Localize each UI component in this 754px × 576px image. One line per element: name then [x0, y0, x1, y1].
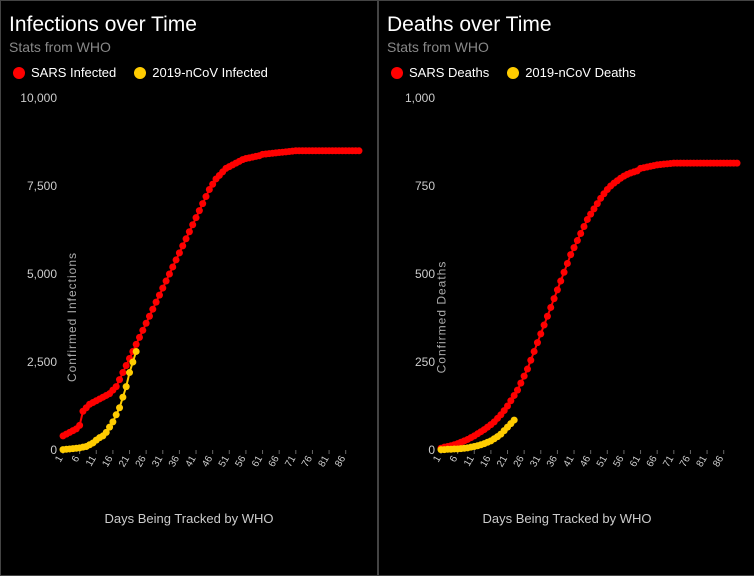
- chart-svg-0: 02,5005,0007,50010,000161116212631364146…: [9, 88, 369, 508]
- svg-text:1,000: 1,000: [405, 91, 435, 105]
- svg-text:66: 66: [267, 454, 282, 470]
- svg-text:31: 31: [528, 454, 543, 470]
- svg-text:76: 76: [678, 454, 693, 470]
- right-panel: Deaths over Time Stats from WHO SARS Dea…: [378, 0, 754, 576]
- svg-text:6: 6: [70, 454, 83, 465]
- svg-text:56: 56: [233, 454, 248, 470]
- svg-text:6: 6: [448, 454, 461, 465]
- y-axis-label: Confirmed Deaths: [434, 260, 448, 373]
- chart-title: Infections over Time: [9, 13, 369, 37]
- legend-item: SARS Infected: [13, 65, 116, 80]
- legend-dot-icon: [13, 67, 25, 79]
- svg-text:21: 21: [117, 454, 132, 470]
- chart-subtitle: Stats from WHO: [387, 39, 747, 55]
- svg-text:5,000: 5,000: [27, 267, 57, 281]
- x-axis-label: Days Being Tracked by WHO: [9, 511, 369, 526]
- svg-text:81: 81: [317, 454, 332, 470]
- svg-text:46: 46: [200, 454, 215, 470]
- svg-text:7,500: 7,500: [27, 179, 57, 193]
- legend-label: 2019-nCoV Infected: [152, 65, 268, 80]
- svg-text:86: 86: [333, 454, 348, 470]
- legend-item: 2019-nCoV Infected: [134, 65, 268, 80]
- svg-text:21: 21: [495, 454, 510, 470]
- legend-dot-icon: [507, 67, 519, 79]
- svg-text:56: 56: [611, 454, 626, 470]
- svg-text:71: 71: [283, 454, 298, 470]
- svg-text:1: 1: [53, 454, 66, 465]
- chart-area: Confirmed Deaths 02505007501,00016111621…: [387, 88, 747, 528]
- svg-text:26: 26: [512, 454, 527, 470]
- svg-text:51: 51: [217, 454, 232, 470]
- legend: SARS Deaths 2019-nCoV Deaths: [391, 65, 747, 80]
- svg-text:250: 250: [415, 355, 435, 369]
- svg-text:61: 61: [250, 454, 265, 470]
- svg-text:71: 71: [661, 454, 676, 470]
- svg-text:11: 11: [462, 454, 477, 469]
- svg-text:81: 81: [695, 454, 710, 470]
- svg-text:86: 86: [711, 454, 726, 470]
- legend-dot-icon: [391, 67, 403, 79]
- svg-text:16: 16: [100, 454, 115, 470]
- svg-text:11: 11: [84, 454, 99, 469]
- svg-text:16: 16: [478, 454, 493, 470]
- svg-text:1: 1: [431, 454, 444, 465]
- legend-label: SARS Deaths: [409, 65, 489, 80]
- legend-dot-icon: [134, 67, 146, 79]
- legend-item: SARS Deaths: [391, 65, 489, 80]
- svg-text:41: 41: [562, 454, 577, 470]
- chart-subtitle: Stats from WHO: [9, 39, 369, 55]
- legend-label: SARS Infected: [31, 65, 116, 80]
- svg-text:51: 51: [595, 454, 610, 470]
- svg-text:36: 36: [167, 454, 182, 470]
- legend: SARS Infected 2019-nCoV Infected: [13, 65, 369, 80]
- y-axis-label: Confirmed Infections: [65, 252, 79, 382]
- svg-text:46: 46: [578, 454, 593, 470]
- svg-text:750: 750: [415, 179, 435, 193]
- svg-text:10,000: 10,000: [20, 91, 57, 105]
- svg-text:26: 26: [134, 454, 149, 470]
- svg-text:31: 31: [150, 454, 165, 470]
- svg-text:66: 66: [645, 454, 660, 470]
- x-axis-label: Days Being Tracked by WHO: [387, 511, 747, 526]
- svg-text:2,500: 2,500: [27, 355, 57, 369]
- svg-text:76: 76: [300, 454, 315, 470]
- left-panel: Infections over Time Stats from WHO SARS…: [0, 0, 378, 576]
- svg-text:36: 36: [545, 454, 560, 470]
- svg-text:61: 61: [628, 454, 643, 470]
- legend-label: 2019-nCoV Deaths: [525, 65, 636, 80]
- chart-title: Deaths over Time: [387, 13, 747, 37]
- svg-text:41: 41: [184, 454, 199, 470]
- legend-item: 2019-nCoV Deaths: [507, 65, 636, 80]
- svg-text:500: 500: [415, 267, 435, 281]
- chart-area: Confirmed Infections 02,5005,0007,50010,…: [9, 88, 369, 528]
